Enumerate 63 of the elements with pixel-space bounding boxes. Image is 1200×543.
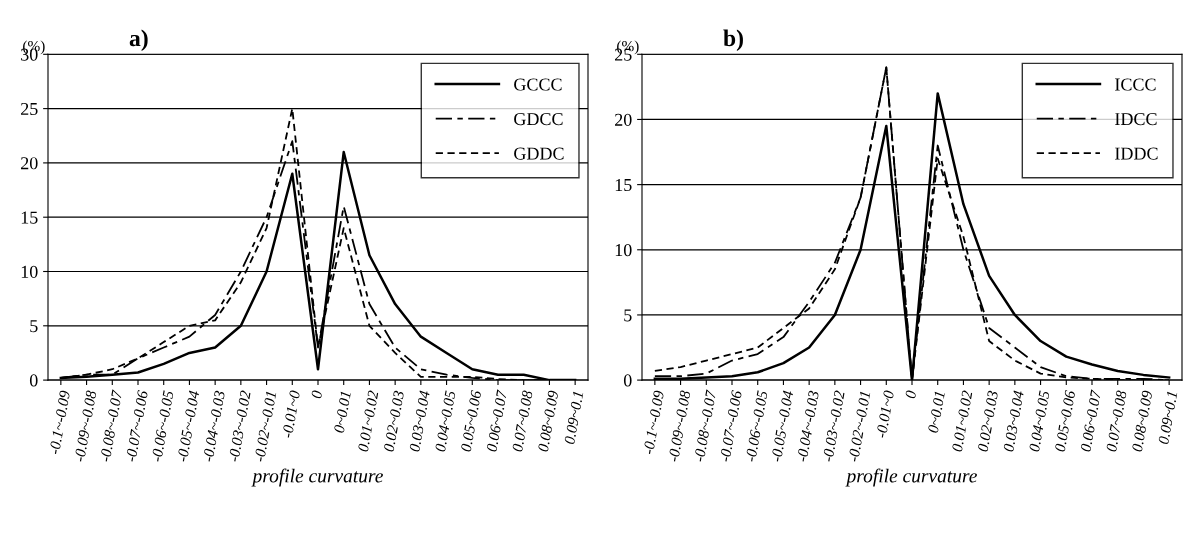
x-tick-label: 0 — [905, 390, 917, 399]
chart-title: a) — [129, 29, 148, 51]
legend-label: IDCC — [1115, 112, 1157, 126]
x-tick-label: -0.04~-0.03 — [202, 390, 226, 462]
x-tick-label: -0.05~-0.04 — [176, 390, 200, 462]
x-tick-label: 0.06~0.07 — [486, 389, 508, 452]
legend-label: IDDC — [1115, 147, 1158, 160]
x-tick-label: -0.06~-0.05 — [151, 390, 174, 462]
legend-label: GCCC — [514, 78, 562, 91]
x-tick-label: -0.01~0 — [281, 390, 301, 439]
x-tick-label: 0.05~0.06 — [460, 389, 482, 452]
x-axis-title: profile curvature — [251, 468, 383, 487]
chart-title: b) — [723, 29, 743, 51]
x-tick-label: 0~0.01 — [927, 391, 945, 434]
x-tick-label: -0.1~-0.09 — [642, 390, 665, 455]
y-tick-label: 10 — [21, 265, 38, 278]
x-tick-label: 0.01~0.02 — [357, 390, 379, 452]
x-tick-label: 0.07~0.08 — [1106, 390, 1127, 452]
x-tick-label: 0~0.01 — [333, 391, 351, 434]
x-tick-label: 0.09~0.1 — [564, 391, 584, 445]
x-tick-label: 0.09~0.1 — [1158, 391, 1178, 445]
x-tick-label: -0.08~-0.07 — [99, 389, 123, 462]
x-tick-label: -0.06~-0.05 — [745, 390, 768, 462]
x-tick-label: 0 — [311, 390, 323, 399]
x-tick-label: -0.09~-0.08 — [668, 390, 691, 462]
x-tick-label: -0.07~-0.06 — [125, 389, 149, 462]
x-tick-label: 0.03~0.04 — [1003, 390, 1024, 452]
x-tick-label: 0.04~0.05 — [1028, 390, 1050, 452]
y-tick-label: 20 — [615, 113, 632, 126]
y-tick-label: 10 — [615, 244, 632, 257]
y-tick-label: 20 — [21, 157, 38, 170]
x-tick-label: -0.07~-0.06 — [719, 389, 743, 462]
legend-label: ICCC — [1115, 78, 1156, 91]
x-tick-label: 0.01~0.02 — [951, 390, 973, 452]
x-axis-title: profile curvature — [845, 468, 977, 487]
x-tick-label: -0.03~-0.02 — [228, 390, 251, 462]
y-tick-label: 15 — [21, 211, 38, 224]
x-tick-label: -0.05~-0.04 — [770, 390, 794, 462]
legend-label: GDDC — [514, 147, 564, 160]
x-tick-label: 0.06~0.07 — [1080, 389, 1102, 452]
x-tick-label: -0.09~-0.08 — [74, 390, 97, 462]
x-tick-label: -0.02~-0.01 — [848, 391, 871, 462]
x-tick-label: -0.03~-0.02 — [822, 390, 845, 462]
x-tick-label: 0.05~0.06 — [1054, 389, 1076, 452]
x-tick-label: -0.01~0 — [875, 390, 895, 439]
y-tick-label: 15 — [615, 178, 632, 192]
x-tick-label: 0.02~0.03 — [383, 390, 405, 452]
x-tick-label: 0.08~0.09 — [1131, 390, 1153, 452]
x-tick-label: -0.08~-0.07 — [693, 389, 717, 462]
legend-label: GDCC — [514, 112, 563, 126]
y-tick-label: 5 — [624, 309, 632, 322]
x-tick-label: 0.02~0.03 — [977, 390, 999, 452]
x-tick-label: -0.04~-0.03 — [796, 390, 820, 462]
x-tick-label: 0.08~0.09 — [537, 390, 559, 452]
y-tick-label: 0 — [623, 374, 632, 387]
x-tick-label: 0.07~0.08 — [512, 390, 533, 452]
y-tick-label: 0 — [29, 374, 38, 387]
y-tick-label: 5 — [30, 320, 38, 333]
x-tick-label: 0.04~0.05 — [434, 390, 456, 452]
x-tick-label: -0.1~-0.09 — [48, 390, 71, 455]
x-tick-label: 0.03~0.04 — [409, 390, 430, 452]
x-tick-label: -0.02~-0.01 — [254, 391, 277, 462]
y-tick-label: 25 — [21, 102, 38, 116]
